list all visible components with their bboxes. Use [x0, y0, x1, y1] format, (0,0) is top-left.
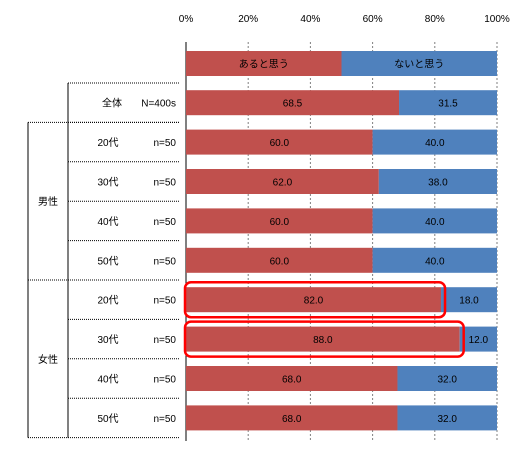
- row-age-label: 全体: [102, 97, 122, 110]
- data-label-yes: 60.0: [270, 138, 290, 149]
- row-age-label: 40代: [97, 374, 118, 386]
- bar-no: [372, 208, 497, 234]
- data-label-no: 31.5: [438, 99, 458, 110]
- row-n-label: n=50: [153, 296, 176, 307]
- data-label-yes: 60.0: [270, 256, 290, 267]
- row-age-label: 50代: [97, 255, 118, 267]
- highlight-box: [183, 320, 465, 358]
- row-n-label: n=50: [153, 335, 176, 346]
- row-n-label: n=50: [153, 256, 176, 267]
- bar-yes: [186, 90, 400, 116]
- bar-no: [372, 129, 497, 155]
- bar-no: [378, 169, 497, 194]
- bar-yes: [186, 129, 373, 155]
- data-label-no: 12.0: [469, 335, 489, 346]
- row-n-label: n=50: [153, 414, 176, 425]
- data-label-yes: 68.5: [283, 99, 303, 110]
- bar-no: [441, 287, 497, 313]
- legend-label-no: ないと思う: [394, 59, 444, 71]
- data-label-no: 38.0: [428, 178, 448, 189]
- data-label-yes: 62.0: [273, 178, 293, 189]
- row-age-label: 20代: [97, 137, 118, 149]
- x-tick-labels: 0% 20% 40% 60% 80% 100%: [179, 14, 510, 25]
- row-age-label: 40代: [97, 216, 118, 228]
- x-tick-label: 100%: [484, 14, 510, 25]
- data-label-no: 40.0: [425, 217, 445, 228]
- data-label-no: 40.0: [425, 138, 445, 149]
- legend-label-yes: あると思う: [239, 59, 289, 71]
- group-label: 男性: [38, 195, 58, 208]
- bar-yes: [186, 169, 379, 194]
- bar-yes: [186, 287, 442, 313]
- data-label-yes: 82.0: [304, 296, 324, 307]
- legend-swatch-no: [341, 51, 497, 76]
- data-label-yes: 88.0: [313, 335, 333, 346]
- x-tick-label: 80%: [425, 14, 445, 25]
- bar-yes: [186, 366, 398, 391]
- bar-yes: [186, 405, 398, 431]
- bar-no: [399, 90, 497, 116]
- legend-swatch-yes: [186, 51, 342, 76]
- bar-yes: [186, 208, 373, 234]
- data-label-no: 32.0: [438, 375, 458, 386]
- bar-no: [372, 247, 497, 273]
- data-label-no: 40.0: [425, 256, 445, 267]
- data-label-yes: 68.0: [282, 375, 302, 386]
- x-tick-label: 40%: [300, 14, 320, 25]
- row-age-label: 50代: [97, 413, 118, 425]
- bar-no: [397, 405, 497, 431]
- group-label: 女性: [38, 353, 58, 366]
- highlight-box: [183, 280, 447, 319]
- bar-no: [459, 326, 497, 352]
- legend-bar: あると思う ないと思う: [186, 51, 497, 76]
- data-label-no: 18.0: [459, 296, 479, 307]
- data-label-no: 32.0: [438, 414, 458, 425]
- row-n-label: n=50: [153, 178, 176, 189]
- bar-no: [397, 366, 497, 391]
- bars: 68.5 31.5 60.0 40.0 62.0 38.0 60.0 40.0 60.0 40.0…: [183, 90, 497, 431]
- bar-yes: [186, 247, 373, 273]
- data-label-yes: 60.0: [270, 217, 290, 228]
- row-age-label: 30代: [97, 177, 118, 189]
- row-age-label: 20代: [97, 295, 118, 307]
- row-n-label: n=50: [153, 375, 176, 386]
- x-tick-label: 20%: [238, 14, 258, 25]
- row-label-table: 全体 N=400s 男性 20代 n=50 30代 n=50 40代 n=50 50代 n=50 女性…: [27, 82, 180, 439]
- row-n-label: N=400s: [141, 99, 176, 110]
- row-n-label: n=50: [153, 138, 176, 149]
- x-tick-label: 0%: [179, 14, 194, 25]
- x-tick-label: 60%: [363, 14, 383, 25]
- bar-yes: [186, 326, 460, 352]
- row-age-label: 30代: [97, 334, 118, 346]
- row-n-label: n=50: [153, 217, 176, 228]
- data-label-yes: 68.0: [282, 414, 302, 425]
